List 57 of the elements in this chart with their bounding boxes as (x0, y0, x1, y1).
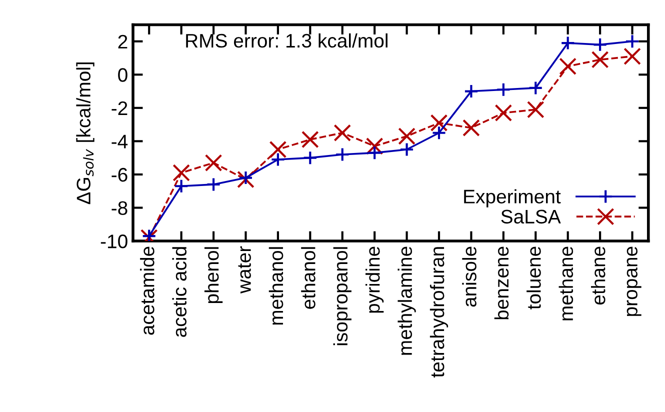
point (238, 170, 254, 186)
point (237, 170, 254, 188)
point (528, 80, 543, 96)
point (174, 178, 189, 194)
x-tick-label: anisole (462, 246, 476, 307)
x-tick-label: phenol (204, 247, 223, 304)
x-tick-label: pyridine (366, 246, 384, 313)
x-tick-label: methane (558, 246, 574, 320)
point (526, 100, 544, 118)
point (301, 130, 319, 148)
point (334, 124, 352, 142)
y-tick-label: 2 (118, 34, 128, 48)
y-tick-label: -6 (112, 168, 128, 182)
legend-label: Experiment (464, 189, 561, 208)
point (432, 126, 446, 140)
point (366, 137, 384, 155)
y-tick-label: 0 (118, 68, 128, 82)
point (494, 104, 512, 122)
y-axis-title: ΔG$_{solv}$ [kcal/mol] (76, 62, 94, 204)
point (302, 150, 318, 166)
y-tick-label: -2 (112, 101, 128, 115)
point (592, 37, 608, 52)
x-tick-label: ethane (590, 246, 606, 305)
x-tick-label: tetrahydrofuran (430, 247, 448, 378)
point (591, 50, 609, 68)
annotation: RMS error: 1.3 kcal/mol (186, 33, 388, 48)
point (206, 177, 221, 192)
point (269, 140, 287, 158)
x-tick-label: methanol (268, 247, 284, 325)
point (335, 147, 350, 162)
point (560, 36, 576, 50)
point (464, 84, 479, 99)
x-tick-label: methylamine (398, 246, 416, 355)
point (400, 142, 414, 157)
point (367, 146, 382, 160)
x-tick-label: toluene (526, 246, 541, 310)
point (496, 82, 511, 97)
x-tick-label: acetic acid (172, 247, 187, 337)
y-tick-label: -4 (112, 134, 128, 148)
x-tick-label: ethanol (301, 247, 316, 309)
x-tick-label: isopropanol (333, 247, 352, 346)
point (172, 164, 190, 182)
x-tick-label: acetamide (140, 246, 154, 335)
legend-label: SaLSA (501, 210, 561, 224)
y-tick-label: -10 (100, 234, 128, 248)
x-tick-label: water (238, 246, 251, 294)
x-tick-label: propane (626, 246, 642, 316)
point (430, 114, 448, 132)
x-tick-label: benzene (494, 246, 509, 320)
point (270, 152, 286, 167)
y-tick-label: -8 (112, 201, 128, 215)
point (462, 119, 480, 137)
point (624, 34, 640, 49)
point (398, 128, 416, 145)
point (559, 58, 577, 75)
point (204, 154, 222, 172)
point (624, 48, 641, 66)
